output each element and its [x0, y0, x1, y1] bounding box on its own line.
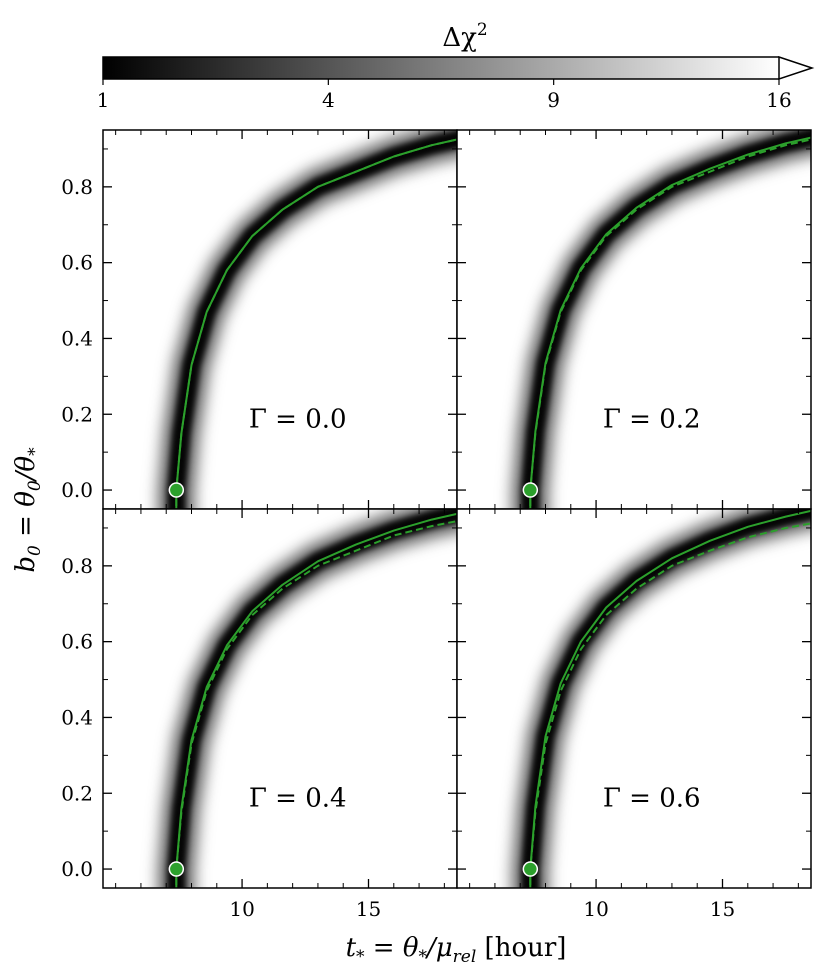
x-tick-label: 10 [229, 897, 254, 921]
colorbar-outline [102, 56, 779, 80]
colorbar-gradient [103, 57, 779, 79]
colorbar-tick-label: 1 [97, 88, 110, 112]
best-fit-marker [168, 482, 185, 498]
y-tick-label: 0.4 [61, 705, 93, 729]
colorbar-tick-label: 9 [547, 88, 560, 112]
gamma-annotation: Γ = 0.0 [249, 405, 347, 435]
panel-plot-area [508, 509, 811, 888]
x-axis-label: t* = θ*/μrel [hour] [346, 933, 567, 967]
y-tick-label: 0.0 [61, 857, 93, 881]
series-line-solid [529, 136, 811, 509]
colorbar-label: Δχ2 [442, 20, 487, 53]
x-tick-label: 10 [583, 897, 608, 921]
y-tick-label: 0.6 [61, 630, 93, 654]
y-tick-label: 0.4 [61, 326, 93, 350]
panel-bottom-right: Γ = 0.6 10 15 [456, 508, 812, 921]
panel-top-left: Γ = 0.0 0.0 0.2 0.4 0.6 0.8 [61, 129, 458, 510]
panel-frame [456, 508, 812, 889]
panel-plot-area [154, 509, 457, 888]
panels: Γ = 0.0 0.0 0.2 0.4 0.6 0.8 Γ = 0.2 Γ = 0.4 10 15… [61, 129, 812, 921]
series-line-dashed [529, 138, 811, 509]
series-line-solid [175, 512, 457, 888]
y-tick-label: 0.2 [61, 781, 93, 805]
series-line-dashed [175, 138, 457, 509]
colorbar: Δχ2 1 4 9 16 [97, 20, 815, 112]
panel-plot-area [154, 130, 457, 509]
colorbar-tick-label: 4 [322, 88, 335, 112]
colorbar-extend-arrow [778, 55, 815, 81]
y-tick-label: 0.8 [61, 554, 93, 578]
x-tick-label: 15 [356, 897, 381, 921]
gamma-annotation: Γ = 0.2 [603, 405, 701, 435]
panel-bottom-left: Γ = 0.4 10 15 0.0 0.2 0.4 0.6 0.8 [61, 508, 458, 921]
colorbar-ticks: 1 4 9 16 [97, 79, 792, 112]
panel-plot-area [508, 130, 811, 509]
best-fit-marker [522, 482, 539, 498]
gamma-annotation: Γ = 0.4 [249, 784, 347, 814]
panel-top-right: Γ = 0.2 [456, 129, 812, 510]
y-tick-label: 0.6 [61, 251, 93, 275]
series-line-dashed [529, 522, 811, 888]
best-fit-marker [522, 861, 539, 877]
series-line-dashed [175, 520, 457, 888]
y-tick-label: 0.8 [61, 175, 93, 199]
best-fit-marker [168, 861, 185, 877]
y-tick-label: 0.2 [61, 402, 93, 426]
y-axis-label: b0 = θ0/θ* [11, 447, 45, 573]
colorbar-tick-label: 16 [766, 88, 791, 112]
x-tick-label: 15 [710, 897, 735, 921]
gamma-annotation: Γ = 0.6 [603, 784, 701, 814]
y-tick-label: 0.0 [61, 478, 93, 502]
